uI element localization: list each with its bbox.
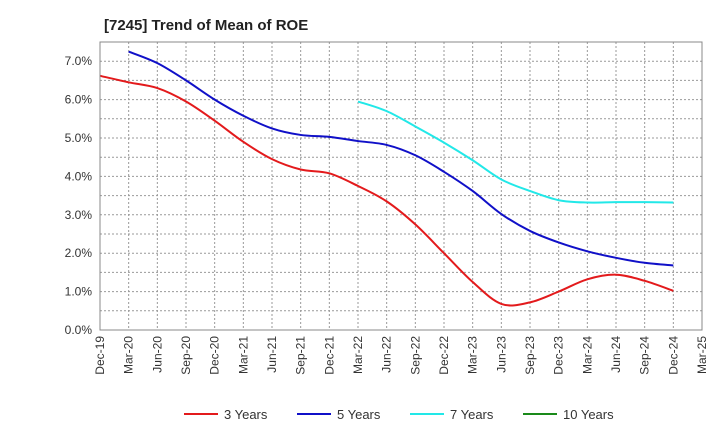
legend-label-10-years: 10 Years bbox=[563, 407, 614, 422]
x-tick-label: Dec-22 bbox=[437, 336, 451, 375]
plot-area-frame bbox=[99, 41, 703, 331]
x-tick-label: Mar-25 bbox=[695, 336, 709, 374]
legend-label-3-years: 3 Years bbox=[224, 407, 268, 422]
x-tick-label: Mar-22 bbox=[351, 336, 365, 374]
x-tick-label: Dec-20 bbox=[208, 336, 222, 375]
series-lines bbox=[99, 50, 674, 307]
chart-title: [7245] Trend of Mean of ROE bbox=[104, 17, 308, 34]
x-tick-label: Dec-21 bbox=[322, 336, 336, 375]
x-tick-label: Dec-23 bbox=[552, 336, 566, 375]
grid-lines bbox=[100, 42, 702, 330]
x-axis-ticks: Dec-19 Mar-20 Jun-20 Sep-20 Dec-20 Mar-21 Jun-… bbox=[93, 336, 709, 375]
legend-label-7-years: 7 Years bbox=[450, 407, 494, 422]
x-tick-label: Jun-20 bbox=[150, 336, 164, 373]
series-line-3-years bbox=[99, 74, 674, 307]
legend-label-5-years: 5 Years bbox=[337, 407, 381, 422]
series-line-5-years bbox=[128, 50, 674, 267]
x-tick-label: Sep-20 bbox=[179, 336, 193, 375]
x-tick-label: Sep-21 bbox=[294, 336, 308, 375]
x-tick-label: Sep-22 bbox=[408, 336, 422, 375]
x-tick-label: Jun-24 bbox=[609, 336, 623, 373]
y-axis-ticks: 0.0% 1.0% 2.0% 3.0% 4.0% 5.0% 6.0% 7.0% bbox=[65, 54, 93, 337]
y-tick-label: 4.0% bbox=[65, 169, 93, 183]
x-tick-label: Jun-23 bbox=[494, 336, 508, 373]
y-tick-label: 3.0% bbox=[65, 208, 93, 222]
x-tick-label: Jun-22 bbox=[380, 336, 394, 373]
y-tick-label: 6.0% bbox=[65, 93, 93, 107]
x-tick-label: Dec-24 bbox=[666, 336, 680, 375]
x-tick-label: Mar-23 bbox=[466, 336, 480, 374]
x-tick-label: Mar-20 bbox=[122, 336, 136, 374]
series-line-7-years bbox=[357, 100, 674, 204]
y-tick-label: 7.0% bbox=[65, 54, 93, 68]
y-tick-label: 2.0% bbox=[65, 246, 93, 260]
y-tick-label: 0.0% bbox=[65, 323, 93, 337]
x-tick-label: Mar-24 bbox=[580, 336, 594, 374]
x-tick-label: Jun-21 bbox=[265, 336, 279, 373]
y-tick-label: 1.0% bbox=[65, 285, 93, 299]
x-tick-label: Sep-23 bbox=[523, 336, 537, 375]
x-tick-label: Sep-24 bbox=[638, 336, 652, 375]
x-tick-label: Dec-19 bbox=[93, 336, 107, 375]
x-tick-label: Mar-21 bbox=[236, 336, 250, 374]
legend: 3 Years 5 Years 7 Years 10 Years bbox=[184, 407, 614, 422]
y-tick-label: 5.0% bbox=[65, 131, 93, 145]
